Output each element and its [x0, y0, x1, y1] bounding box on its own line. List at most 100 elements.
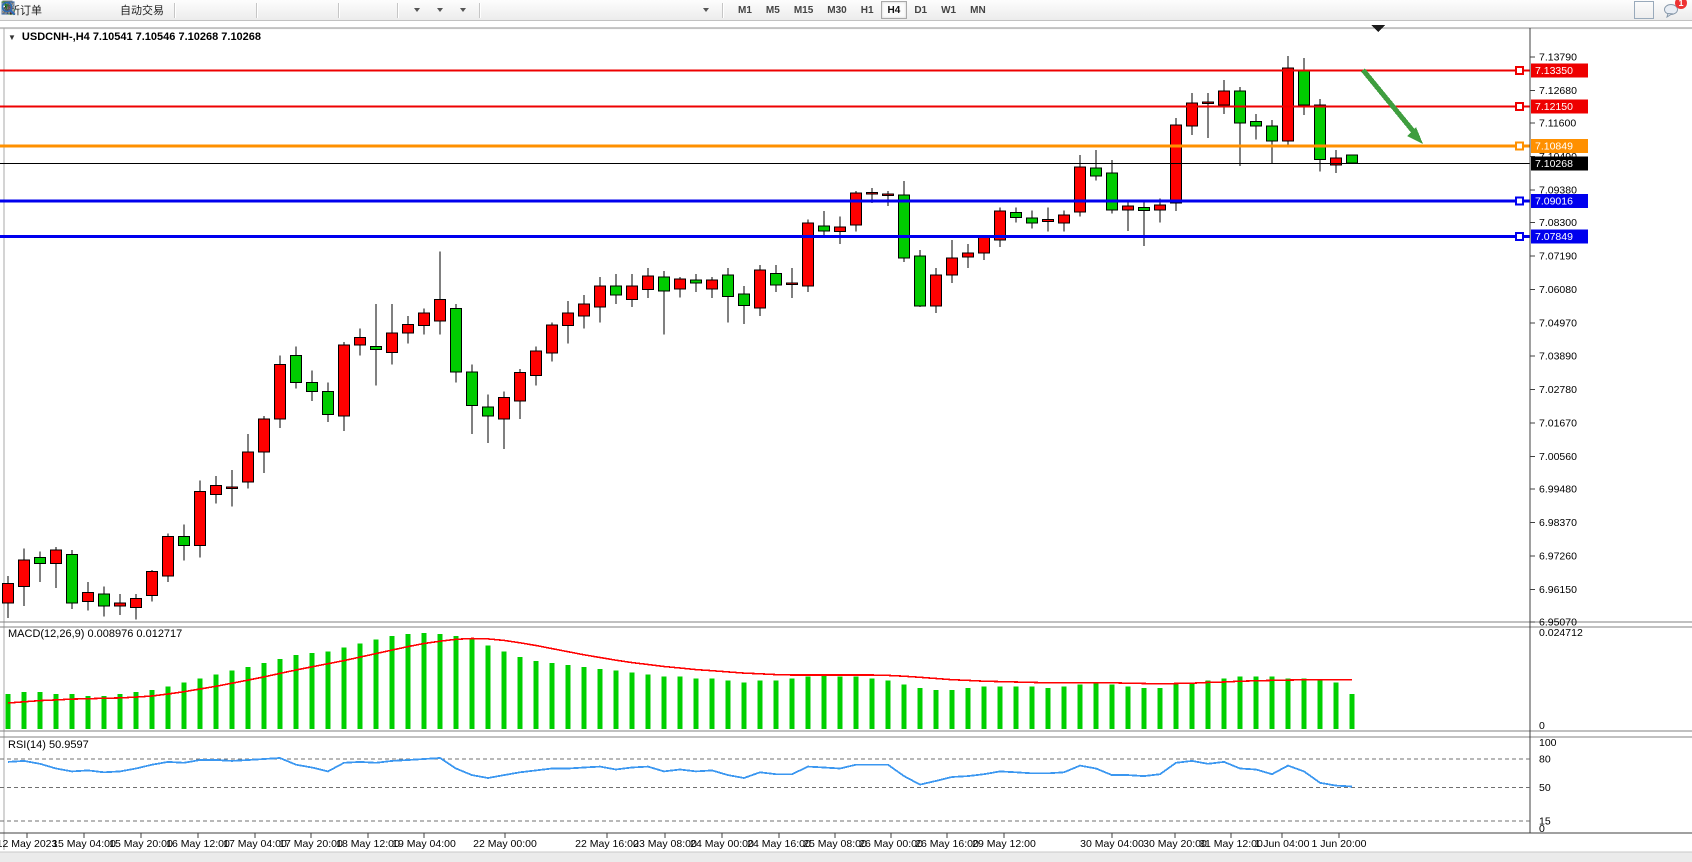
zoom-in-button[interactable]: [2, 1, 285, 19]
svg-text:7.13790: 7.13790: [1539, 52, 1577, 64]
svg-text:31 May 12:00: 31 May 12:00: [1199, 838, 1263, 850]
toolbar: 新订单 自动交易: [0, 0, 1692, 21]
chevron-down-icon: [436, 8, 443, 12]
auto-trading-label: 自动交易: [120, 5, 164, 17]
svg-text:7.10268: 7.10268: [1535, 158, 1573, 170]
line-chart-button[interactable]: [2, 1, 249, 19]
one-click-toggle-icon[interactable]: ▼: [8, 32, 16, 42]
svg-text:0: 0: [1539, 720, 1545, 732]
timeframe-MN[interactable]: MN: [963, 1, 993, 19]
svg-text:15: 15: [1539, 815, 1551, 827]
svg-text:7.13350: 7.13350: [1535, 65, 1573, 77]
timeframe-M30[interactable]: M30: [820, 1, 853, 19]
svg-text:7.09016: 7.09016: [1535, 196, 1573, 208]
chart-shift-button[interactable]: [2, 1, 390, 19]
new-order-label: 新订单: [9, 5, 42, 17]
svg-text:7.00560: 7.00560: [1539, 451, 1577, 463]
svg-text:26 May 00:00: 26 May 00:00: [859, 838, 923, 850]
timeframe-W1[interactable]: W1: [934, 1, 963, 19]
bar-chart-button[interactable]: [2, 1, 203, 19]
svg-text:22 May 00:00: 22 May 00:00: [473, 838, 537, 850]
svg-text:15 May 04:00: 15 May 04:00: [52, 838, 116, 850]
timeframe-M15[interactable]: M15: [787, 1, 820, 19]
svg-text:0.024712: 0.024712: [1539, 627, 1583, 639]
macd-panel[interactable]: [5, 633, 1355, 729]
svg-text:7.11600: 7.11600: [1539, 118, 1576, 130]
channel-button[interactable]: E: [1, 1, 623, 19]
svg-text:29 May 12:00: 29 May 12:00: [972, 838, 1036, 850]
timeframe-D1[interactable]: D1: [907, 1, 934, 19]
market-watch-button[interactable]: [1, 1, 91, 19]
svg-text:50: 50: [1539, 782, 1551, 794]
candles-layer: [2, 56, 1358, 620]
templates-button[interactable]: [1, 1, 472, 19]
timeframe-M1[interactable]: M1: [731, 1, 759, 19]
chat-icon: [1664, 4, 1678, 18]
profiles-button[interactable]: [1, 1, 68, 19]
svg-text:18 May 12:00: 18 May 12:00: [336, 838, 400, 850]
toolbar-separator: [256, 2, 258, 18]
fibonacci-button[interactable]: F: [2, 1, 646, 19]
toolbar-separator: [722, 2, 724, 18]
rsi-panel[interactable]: [0, 757, 1530, 822]
timeframe-M5[interactable]: M5: [759, 1, 787, 19]
svg-text:15 May 20:00: 15 May 20:00: [109, 838, 173, 850]
svg-text:30 May 20:00: 30 May 20:00: [1143, 838, 1207, 850]
svg-text:T: T: [6, 4, 12, 14]
hlines-layer[interactable]: [0, 65, 1530, 241]
svg-text:1 Jun 20:00: 1 Jun 20:00: [1312, 838, 1367, 850]
notification-badge: 1: [1675, 0, 1687, 9]
periods-button[interactable]: [2, 1, 449, 19]
signals-button[interactable]: [2, 1, 114, 19]
indicators-button[interactable]: [2, 1, 426, 19]
auto-trading-button[interactable]: 自动交易: [1, 1, 167, 19]
tile-windows-button[interactable]: [1, 1, 331, 19]
svg-text:24 May 16:00: 24 May 16:00: [747, 838, 811, 850]
crosshair-button[interactable]: [2, 1, 531, 19]
svg-text:24 May 00:00: 24 May 00:00: [690, 838, 754, 850]
svg-text:7.07849: 7.07849: [1535, 231, 1573, 243]
toolbar-separator: [479, 2, 481, 18]
vertical-line-button[interactable]: [7, 1, 554, 19]
rsi-indicator-label: RSI(14) 50.9597: [8, 739, 89, 751]
svg-text:7.10849: 7.10849: [1535, 140, 1573, 152]
chart-title: ▼ USDCNH-,H4 7.10541 7.10546 7.10268 7.1…: [8, 31, 261, 43]
toolbar-separator: [338, 2, 340, 18]
zoom-out-button[interactable]: [2, 1, 308, 19]
svg-text:7.06080: 7.06080: [1539, 284, 1577, 296]
chevron-down-icon: [459, 8, 466, 12]
timeframe-group: M1 M5 M15 M30 H1 H4 D1 W1 MN: [731, 1, 993, 19]
chevron-down-icon: [413, 8, 420, 12]
notifications-button[interactable]: 1: [1662, 0, 1687, 19]
arrows-button[interactable]: [4, 1, 715, 19]
svg-text:19 May 04:00: 19 May 04:00: [392, 838, 456, 850]
svg-text:1 Jun 04:00: 1 Jun 04:00: [1255, 838, 1310, 850]
auto-scroll-button[interactable]: [2, 1, 367, 19]
svg-text:12 May 2023: 12 May 2023: [0, 838, 58, 850]
cursor-button[interactable]: [5, 1, 508, 19]
toolbar-separator: [397, 2, 399, 18]
svg-text:A: A: [4, 2, 12, 16]
svg-text:6.96150: 6.96150: [1539, 584, 1577, 596]
svg-text:30 May 04:00: 30 May 04:00: [1080, 838, 1144, 850]
svg-text:25 May 08:00: 25 May 08:00: [803, 838, 867, 850]
chart-shift-marker[interactable]: [1371, 25, 1385, 32]
horizontal-line-button[interactable]: [2, 1, 577, 19]
svg-text:80: 80: [1539, 754, 1551, 766]
price-axis[interactable]: 7.137907.126807.116007.104907.093807.083…: [1530, 52, 1588, 836]
timeframe-H4[interactable]: H4: [880, 1, 908, 19]
text-button[interactable]: A: [4, 1, 669, 19]
trend-arrow[interactable]: [1361, 68, 1423, 144]
search-icon: [1, 1, 16, 16]
candle-chart-button[interactable]: [2, 1, 226, 19]
svg-text:7.04970: 7.04970: [1539, 318, 1577, 330]
svg-text:7.12680: 7.12680: [1539, 85, 1577, 97]
search-button[interactable]: [1, 1, 1654, 19]
toolbar-right-group: 1: [1, 0, 1692, 19]
text-label-button[interactable]: T: [2, 1, 692, 19]
trendline-button[interactable]: [2, 1, 600, 19]
svg-text:6.98370: 6.98370: [1539, 517, 1577, 529]
timeframe-H1[interactable]: H1: [854, 1, 881, 19]
